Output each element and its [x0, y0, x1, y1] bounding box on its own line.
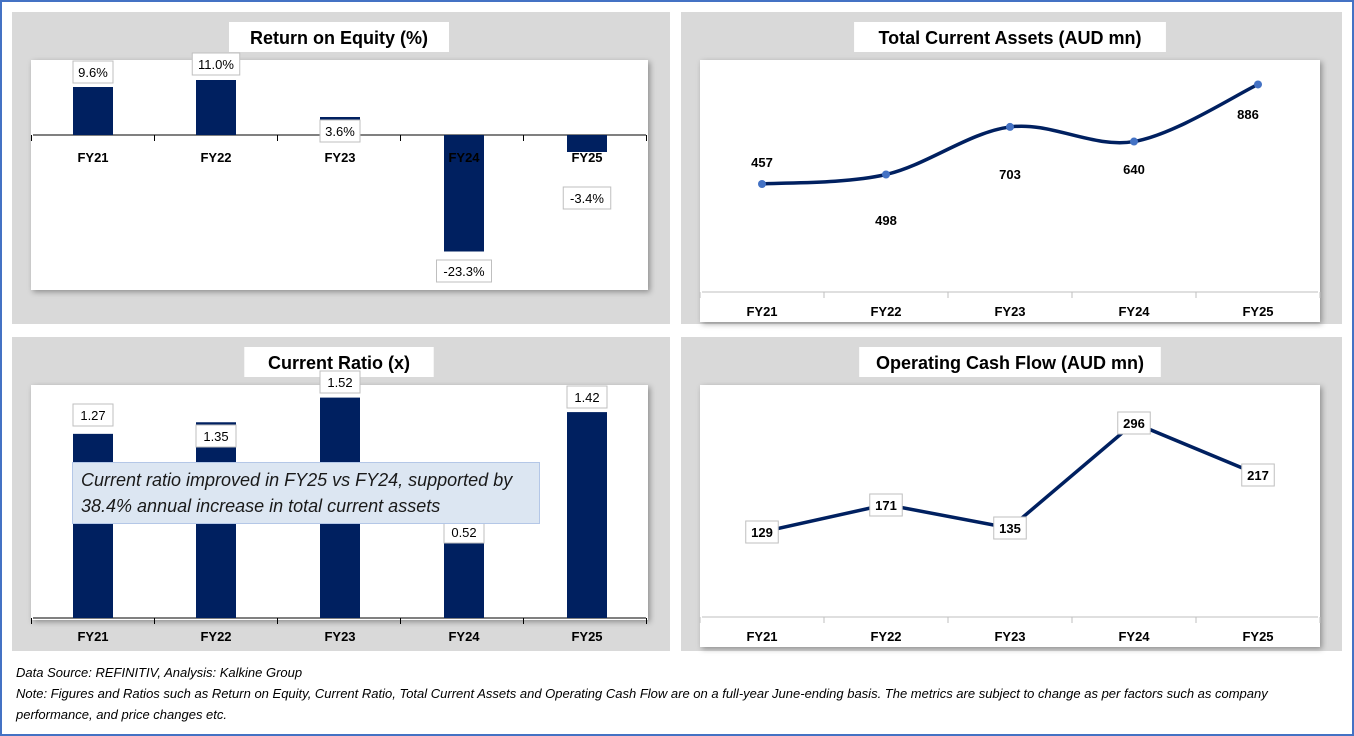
marker-FY22 [882, 170, 890, 179]
data-label-FY23-box [993, 516, 1027, 540]
data-label-FY22: 1.35 [203, 429, 228, 444]
data-label-FY21-box [72, 60, 114, 84]
plot-area [700, 60, 1320, 322]
marker-FY23 [1006, 122, 1014, 131]
data-label-FY23: 703 [999, 167, 1021, 182]
x-tick-label-FY25: FY25 [1242, 629, 1273, 644]
chart-panel-4: Operating Cash Flow (AUD mn) 129 171 135 296… [681, 337, 1342, 651]
data-label-FY24: 0.52 [451, 525, 476, 540]
chart-title: Current Ratio (x) [268, 353, 410, 373]
x-tick-label-FY23: FY23 [994, 629, 1025, 644]
plot-area [700, 385, 1320, 647]
bar-FY21 [73, 87, 113, 135]
data-label-FY23: 3.6% [325, 124, 355, 139]
x-tick-label-FY22: FY22 [200, 150, 231, 165]
chart-title-box [229, 22, 449, 52]
marker-FY24 [1130, 137, 1138, 146]
x-tick-label-FY21: FY21 [746, 304, 777, 319]
data-label-FY21: 9.6% [78, 65, 108, 80]
x-tick-label-FY22: FY22 [870, 304, 901, 319]
x-tick-label-FY23: FY23 [994, 304, 1025, 319]
data-label-FY25: 217 [1247, 468, 1269, 483]
x-tick-label-FY25: FY25 [571, 150, 602, 165]
chart-title: Return on Equity (%) [250, 28, 428, 48]
chart-title-box [854, 22, 1166, 52]
marker-FY21 [758, 180, 766, 188]
data-label-FY21: 1.27 [80, 408, 105, 423]
data-source: Data Source: REFINITIV, Analysis: Kalkin… [16, 665, 303, 680]
bar-FY22 [196, 80, 236, 135]
data-label-FY23-box [319, 119, 361, 143]
x-tick-label-FY23: FY23 [324, 629, 355, 644]
data-label-FY22-box [191, 52, 241, 76]
data-label-FY25: 886 [1237, 107, 1259, 122]
x-tick-label-FY21: FY21 [77, 150, 108, 165]
x-tick-label-FY25: FY25 [571, 629, 602, 644]
data-label-FY25-box [1241, 463, 1275, 487]
data-label-FY24-box [1117, 411, 1151, 435]
data-label-FY25: -3.4% [570, 191, 604, 206]
data-label-FY25-box [562, 186, 612, 210]
chart-panel-2: Total Current Assets (AUD mn) 457 498 703 64… [681, 12, 1342, 324]
current-ratio-annotation: Current ratio improved in FY25 vs FY24, … [72, 462, 540, 524]
x-tick-label-FY24: FY24 [448, 150, 480, 165]
x-tick-label-FY24: FY24 [1118, 304, 1150, 319]
data-label-FY25: 1.42 [574, 390, 599, 405]
x-tick-label-FY22: FY22 [870, 629, 901, 644]
footnote: Note: Figures and Ratios such as Return … [16, 686, 1268, 722]
chart-title: Operating Cash Flow (AUD mn) [876, 353, 1144, 373]
x-tick-label-FY23: FY23 [324, 150, 355, 165]
x-tick-label-FY22: FY22 [200, 629, 231, 644]
data-label-FY22: 498 [875, 213, 897, 228]
data-label-FY22: 11.0% [198, 57, 234, 72]
data-label-FY25-box [566, 385, 608, 409]
data-label-FY21: 457 [751, 155, 773, 170]
bar-FY24 [444, 135, 484, 252]
bar-FY25 [567, 135, 607, 152]
data-label-FY22: 171 [875, 498, 897, 513]
data-label-FY23-box [319, 370, 361, 394]
x-tick-label-FY24: FY24 [448, 629, 480, 644]
data-label-FY24: -23.3% [443, 264, 485, 279]
data-label-FY22-box [195, 424, 237, 448]
data-label-FY24: 640 [1123, 162, 1145, 177]
x-tick-label-FY25: FY25 [1242, 304, 1273, 319]
x-tick-label-FY21: FY21 [77, 629, 108, 644]
footer: Data Source: REFINITIV, Analysis: Kalkin… [16, 662, 1336, 725]
data-label-FY24-box [436, 259, 492, 283]
chart-panel-1: Return on Equity (%) 9.6% 11.0% 3.6% -23.3% -… [12, 12, 670, 324]
chart-title: Total Current Assets (AUD mn) [878, 28, 1141, 48]
marker-FY25 [1254, 80, 1262, 89]
plot-area [31, 60, 648, 290]
data-label-FY21-box [745, 520, 779, 544]
bar-FY24 [444, 542, 484, 618]
bar-FY25 [567, 412, 607, 618]
data-label-FY22-box [869, 493, 903, 517]
data-label-FY21: 129 [751, 525, 773, 540]
chart-title-box [859, 347, 1161, 377]
data-label-FY21-box [72, 403, 114, 427]
x-tick-label-FY24: FY24 [1118, 629, 1150, 644]
x-tick-label-FY21: FY21 [746, 629, 777, 644]
data-label-FY23: 1.52 [327, 375, 352, 390]
data-label-FY23: 135 [999, 521, 1021, 536]
data-label-FY24: 296 [1123, 416, 1145, 431]
